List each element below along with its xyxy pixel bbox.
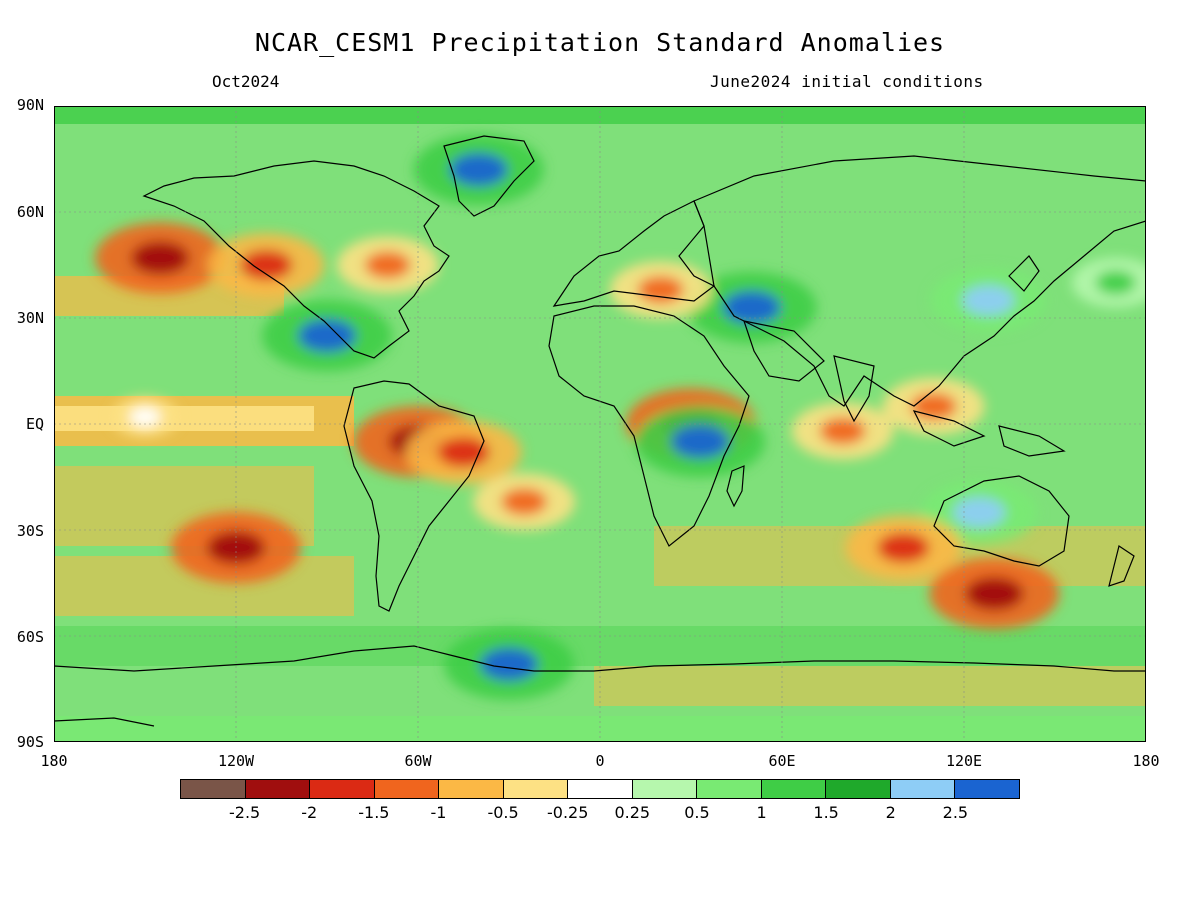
- lat-label-30n: 30N: [16, 309, 44, 327]
- anomaly-core: [722, 290, 781, 324]
- anomaly-core: [501, 488, 548, 516]
- lon-label-120e: 120E: [945, 752, 983, 770]
- anomaly-core: [877, 532, 930, 563]
- colorbar-tick-label: -2: [301, 803, 318, 822]
- anomaly-core: [437, 437, 490, 468]
- colorbar-box: [632, 780, 698, 798]
- colorbar-box: [955, 780, 1019, 798]
- anomaly-core: [965, 577, 1024, 611]
- lon-label-0: 0: [595, 752, 605, 770]
- lon-label-60e: 60E: [768, 752, 796, 770]
- colorbar-tick-label: 0.25: [614, 803, 651, 822]
- lat-label-30s: 30S: [16, 522, 44, 540]
- lon-label-60w: 60W: [404, 752, 432, 770]
- colorbar-box: [439, 780, 504, 798]
- continent-outlines: [54, 135, 1146, 727]
- anomaly-core: [131, 241, 190, 275]
- anomaly-core: [449, 153, 508, 187]
- colorbar-tick-label: 1.5: [813, 803, 839, 822]
- graticule: [54, 106, 1146, 742]
- initial-conditions-label: June2024 initial conditions: [710, 72, 984, 91]
- colorbar-tick-label: 2.5: [942, 803, 969, 822]
- anomaly-core: [364, 251, 411, 279]
- anomaly-core: [480, 647, 538, 681]
- anomaly-core: [953, 497, 1006, 528]
- lon-label-180e: 180: [1132, 752, 1160, 770]
- anomaly-core: [129, 407, 161, 427]
- colorbar-tick-label: -1: [430, 803, 447, 822]
- map-frame: [54, 106, 1146, 742]
- colorbar-box: [697, 780, 762, 798]
- anomaly-core: [1095, 270, 1136, 295]
- lon-label-180w: 180: [40, 752, 68, 770]
- lat-label-90s: 90S: [16, 733, 44, 751]
- anomaly-core: [298, 319, 356, 353]
- anomaly-field: [95, 134, 1146, 700]
- colorbar-box: [826, 780, 891, 798]
- colorbar-box: [568, 780, 633, 798]
- lon-label-120w: 120W: [217, 752, 255, 770]
- colorbar-box: [245, 780, 311, 798]
- colorbar-tick-label: -0.25: [546, 803, 589, 822]
- colorbar: [180, 779, 1020, 799]
- anomaly-core: [637, 276, 684, 304]
- colorbar-box: [374, 780, 440, 798]
- colorbar-tick-label: -1.5: [358, 803, 390, 822]
- colorbar-tick-label: 2: [885, 803, 896, 822]
- lat-label-60n: 60N: [16, 203, 44, 221]
- lat-label-90n: 90N: [16, 96, 44, 114]
- colorbar-tick-label: -2.5: [229, 803, 261, 822]
- anomaly-core: [962, 285, 1015, 316]
- colorbar-box: [761, 780, 827, 798]
- valid-month-label: Oct2024: [212, 72, 280, 91]
- lat-label-eq: EQ: [25, 415, 44, 433]
- colorbar-tick-label: 1: [756, 803, 767, 822]
- lat-label-60s: 60S: [16, 628, 44, 646]
- colorbar-box: [310, 780, 375, 798]
- anomaly-core: [671, 425, 730, 459]
- colorbar-box: [181, 780, 246, 798]
- colorbar-tick-label: 0.5: [684, 803, 710, 822]
- colorbar-box: [890, 780, 956, 798]
- anomaly-core: [240, 250, 293, 280]
- colorbar-tick-label: -0.5: [487, 803, 519, 822]
- colorbar-box: [503, 780, 569, 798]
- anomaly-map: [54, 106, 1146, 742]
- anomaly-core: [819, 417, 866, 445]
- chart-title: NCAR_CESM1 Precipitation Standard Anomal…: [254, 28, 946, 57]
